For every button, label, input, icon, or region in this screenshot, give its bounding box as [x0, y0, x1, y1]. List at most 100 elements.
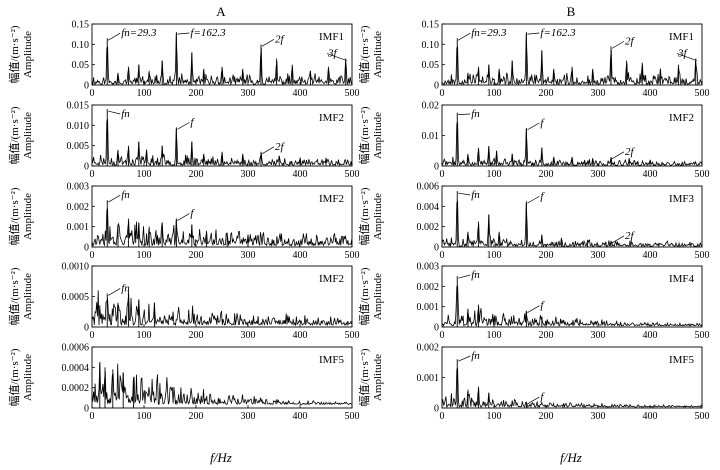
panel-A-4: 幅值/(m·s⁻²) Amplitude 0 100 200 300 400 500 0 0.00… [8, 262, 360, 342]
annotation-leader [458, 274, 471, 279]
imf-label: IMF1 [669, 31, 694, 43]
imf-label: IMF2 [319, 193, 344, 205]
y-tick-label: 0 [84, 404, 89, 415]
annotation-leader [261, 146, 275, 155]
y-tick-label: 0.001 [417, 302, 440, 313]
peak-annotation: f=162.3 [540, 27, 576, 39]
peak-annotation: 2f [275, 33, 286, 45]
y-tick-label: 0 [434, 162, 439, 173]
x-tick-label: 300 [591, 88, 606, 99]
annotation-leader [326, 53, 347, 61]
y-axis-title-en: Amplitude [22, 273, 34, 320]
peak-annotation: 2f [625, 35, 636, 47]
x-tick-label: 400 [293, 250, 308, 261]
plot-frame [91, 346, 353, 409]
x-tick-label: 400 [293, 411, 308, 422]
y-tick-label: 0.0002 [62, 383, 90, 394]
y-tick-label: 0 [84, 323, 89, 334]
panel-B-1: 幅值/(m·s⁻²) Amplitude 0 100 200 300 400 500 0 0.05… [358, 20, 710, 100]
y-axis-title-cn: 幅值/(m·s⁻²) [358, 25, 371, 83]
x-tick-label: 500 [695, 88, 710, 99]
peak-annotation: fn [121, 282, 130, 294]
y-tick-label: 0 [84, 162, 89, 173]
annotation-leader [177, 122, 190, 130]
plot-frame [441, 346, 703, 409]
y-axis-title-en: Amplitude [372, 31, 384, 78]
y-tick-label: 0 [434, 243, 439, 254]
y-tick-label: 0.002 [67, 202, 90, 213]
x-tick-label: 400 [293, 169, 308, 180]
plot-frame [441, 265, 703, 328]
y-tick-label: 0.01 [422, 131, 440, 142]
x-tick-label: 200 [539, 88, 554, 99]
annotation-leader [177, 32, 190, 35]
x-tick-label: 100 [487, 411, 502, 422]
spectrum-line [441, 284, 703, 327]
annotation-leader [527, 32, 540, 35]
y-tick-label: 0.005 [67, 141, 90, 152]
y-tick-label: 0 [434, 404, 439, 415]
imf-label: IMF1 [319, 31, 344, 43]
x-tick-label: 200 [189, 250, 204, 261]
y-tick-label: 0.05 [72, 60, 90, 71]
panel-B-4: 幅值/(m·s⁻²) Amplitude 0 100 200 300 400 500 0 0.00… [358, 262, 710, 342]
imf-label: IMF3 [669, 193, 695, 205]
annotation-leader [108, 110, 121, 115]
x-tick-label: 300 [241, 330, 256, 341]
plot-frame [441, 185, 703, 248]
y-tick-label: 0.10 [422, 40, 440, 51]
x-tick-label: 200 [189, 88, 204, 99]
x-tick-label: 500 [695, 169, 710, 180]
y-axis-title-en: Amplitude [372, 112, 384, 159]
y-axis-title-cn: 幅值/(m·s⁻²) [8, 106, 21, 164]
peak-annotation: f [540, 117, 545, 129]
peak-annotation: f [540, 391, 545, 403]
peak-annotation: 2f [625, 230, 636, 242]
y-tick-label: 0.05 [422, 60, 440, 71]
y-axis-title-cn: 幅值/(m·s⁻²) [8, 348, 21, 406]
annotation-leader [611, 151, 625, 160]
x-tick-label: 400 [643, 330, 658, 341]
y-axis-title-en: Amplitude [372, 354, 384, 401]
peak-annotation: 3f [677, 48, 689, 60]
spectrum-line [91, 208, 353, 247]
y-tick-label: 0.001 [417, 373, 440, 384]
annotation-leader [527, 396, 540, 405]
y-tick-label: 0 [84, 81, 89, 92]
y-tick-label: 0.010 [67, 121, 90, 132]
x-tick-label: 100 [487, 250, 502, 261]
peak-annotation: f [540, 300, 545, 312]
x-tick-label: 0 [440, 411, 445, 422]
x-tick-label: 500 [695, 411, 710, 422]
imf-label: IMF2 [319, 112, 344, 124]
x-tick-label: 500 [345, 169, 360, 180]
y-tick-label: 0.0004 [62, 363, 90, 374]
y-axis-title-en: Amplitude [22, 193, 34, 240]
x-tick-label: 300 [591, 169, 606, 180]
x-tick-label: 200 [189, 330, 204, 341]
x-tick-label: 100 [137, 250, 152, 261]
x-tick-label: 400 [643, 169, 658, 180]
y-tick-label: 0.15 [72, 20, 90, 31]
x-tick-label: 500 [695, 250, 710, 261]
peak-annotation: f [190, 208, 195, 220]
x-tick-label: 400 [643, 88, 658, 99]
panel-A-2: 幅值/(m·s⁻²) Amplitude 0 100 200 300 400 500 0 0.00… [8, 101, 360, 181]
x-tick-label: 300 [241, 88, 256, 99]
panel-B-5: 幅值/(m·s⁻²) Amplitude 0 100 200 300 400 500 0 0.00… [358, 343, 710, 423]
y-axis-title-cn: 幅值/(m·s⁻²) [358, 267, 371, 325]
x-tick-label: 100 [137, 330, 152, 341]
imf-label: IMF5 [319, 354, 345, 366]
y-axis-title-cn: 幅值/(m·s⁻²) [8, 187, 21, 245]
spectrum-line [441, 367, 703, 409]
x-tick-label: 200 [539, 330, 554, 341]
y-axis-title-en: Amplitude [22, 112, 34, 159]
y-tick-label: 0 [84, 243, 89, 254]
x-tick-label: 100 [137, 411, 152, 422]
y-tick-label: 0.002 [417, 343, 440, 354]
x-tick-label: 100 [487, 330, 502, 341]
y-tick-label: 0.003 [67, 182, 90, 193]
y-tick-label: 0.004 [417, 202, 440, 213]
y-tick-label: 0.006 [417, 182, 440, 193]
peak-annotation: fn [471, 189, 480, 201]
